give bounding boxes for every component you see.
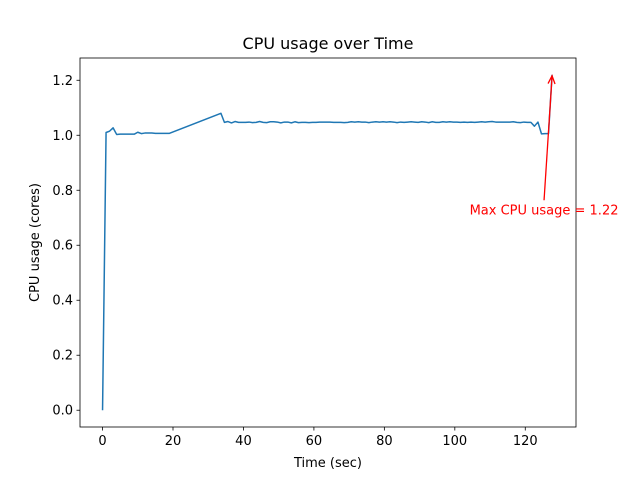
x-tick-label: 40	[235, 434, 252, 449]
y-tick-label: 0.4	[52, 294, 73, 309]
x-tick-label: 120	[513, 434, 538, 449]
y-tick-label: 0.2	[52, 349, 73, 364]
x-tick-label: 100	[442, 434, 467, 449]
y-tick-label: 0.6	[52, 239, 73, 254]
x-tick-label: 0	[98, 434, 106, 449]
annotation-text: Max CPU usage = 1.22	[470, 203, 619, 218]
ticks-layer: 0 20 40 60 80 100 120 0.0 0.2 0.4 0.6 0.8 1.0 1.2	[52, 74, 537, 449]
y-tick-label: 0.0	[52, 404, 73, 419]
x-tick-label: 60	[306, 434, 323, 449]
x-axis-label: Time (sec)	[293, 456, 362, 471]
chart-title: CPU usage over Time	[243, 34, 414, 53]
y-tick-label: 0.8	[52, 184, 73, 199]
y-tick-label: 1.0	[52, 129, 73, 144]
cpu-usage-line	[101, 74, 553, 411]
x-tick-label: 80	[376, 434, 393, 449]
plot-frame	[79, 57, 577, 428]
series-layer	[101, 74, 553, 411]
y-axis-label: CPU usage (cores)	[28, 183, 43, 302]
x-tick-label: 20	[165, 434, 182, 449]
y-tick-label: 1.2	[52, 74, 73, 89]
annotation-layer: Max CPU usage = 1.22	[470, 74, 619, 218]
annotation-arrow	[543, 76, 553, 201]
annotation-arrowhead	[547, 74, 556, 85]
